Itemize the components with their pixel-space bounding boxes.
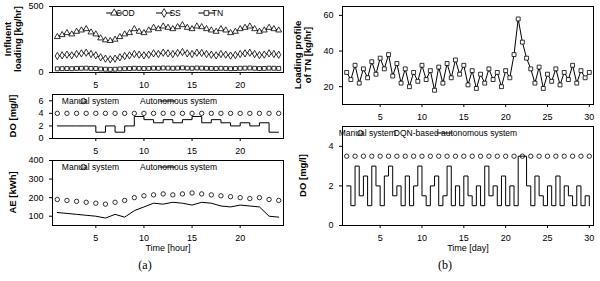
svg-text:25: 25: [542, 112, 552, 120]
html-text:(a): (a): [138, 258, 152, 272]
svg-text:30: 30: [584, 112, 594, 120]
svg-text:15: 15: [187, 80, 197, 88]
svg-text:15: 15: [459, 233, 469, 243]
svg-text:20: 20: [235, 233, 245, 243]
svg-text:4: 4: [328, 141, 333, 151]
svg-text:6: 6: [38, 96, 43, 106]
svg-text:DO [mg/l]: DO [mg/l]: [297, 154, 308, 197]
svg-text:Time [day]: Time [day]: [447, 243, 489, 253]
svg-text:0: 0: [328, 220, 333, 230]
svg-text:5: 5: [93, 80, 98, 88]
svg-text:15: 15: [187, 233, 197, 243]
svg-text:10: 10: [139, 233, 149, 243]
svg-text:10: 10: [139, 80, 149, 88]
svg-text:2: 2: [328, 181, 333, 191]
svg-text:DQN-based autonomous system: DQN-based autonomous system: [394, 128, 517, 138]
svg-text:25: 25: [542, 233, 552, 243]
svg-text:15: 15: [187, 146, 197, 154]
svg-text:20: 20: [235, 146, 245, 154]
svg-text:30: 30: [584, 233, 594, 243]
svg-text:500: 500: [28, 1, 43, 11]
svg-text:Manual system: Manual system: [62, 162, 119, 172]
svg-text:Autonomous system: Autonomous system: [140, 96, 217, 106]
svg-text:20: 20: [235, 80, 245, 88]
svg-text:5: 5: [93, 233, 98, 243]
svg-text:Autonomous system: Autonomous system: [140, 162, 217, 172]
svg-text:SS: SS: [169, 8, 181, 18]
svg-text:Influentloading [kg/hr]: Influentloading [kg/hr]: [2, 6, 23, 72]
svg-text:5: 5: [93, 146, 98, 154]
svg-text:10: 10: [417, 112, 427, 120]
svg-text:DO [mg/l]: DO [mg/l]: [7, 95, 18, 138]
svg-text:2: 2: [38, 121, 43, 131]
svg-text:20: 20: [501, 112, 511, 120]
svg-text:AE [kWh]: AE [kWh]: [7, 171, 18, 213]
svg-text:10: 10: [417, 233, 427, 243]
svg-text:COD: COD: [116, 8, 135, 18]
svg-text:20: 20: [323, 82, 333, 92]
svg-text:5: 5: [378, 233, 383, 243]
svg-text:TN: TN: [212, 8, 223, 18]
svg-text:0: 0: [38, 133, 43, 143]
svg-text:Loading profileof TN [kg/hr]: Loading profileof TN [kg/hr]: [292, 21, 313, 90]
svg-text:20: 20: [501, 233, 511, 243]
svg-text:40: 40: [323, 46, 333, 56]
svg-text:4: 4: [38, 108, 43, 118]
svg-text:200: 200: [28, 193, 43, 203]
svg-text:100: 100: [28, 211, 43, 221]
svg-text:Time [hour]: Time [hour]: [145, 243, 190, 253]
svg-text:15: 15: [459, 112, 469, 120]
svg-text:5: 5: [378, 112, 383, 120]
svg-text:300: 300: [28, 174, 43, 184]
html-text:(b): (b): [438, 258, 452, 272]
svg-text:Manual system: Manual system: [62, 96, 119, 106]
svg-text:10: 10: [139, 146, 149, 154]
svg-text:Manual system: Manual system: [339, 128, 396, 138]
svg-text:400: 400: [28, 155, 43, 165]
svg-text:60: 60: [323, 10, 333, 20]
svg-text:0: 0: [38, 67, 43, 77]
